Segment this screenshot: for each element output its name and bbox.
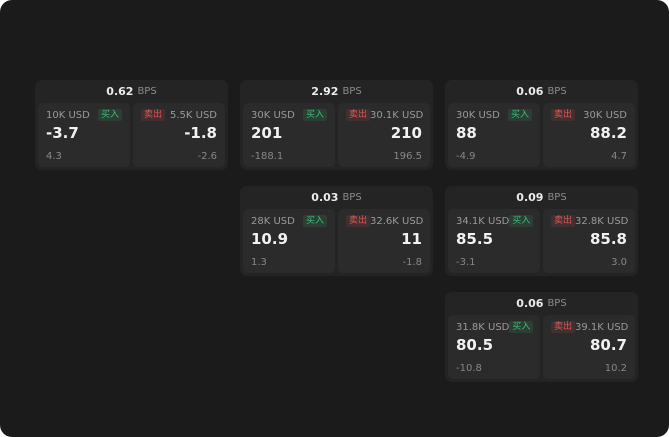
bps-label: BPS	[342, 192, 362, 203]
buy-price: 85.5	[456, 230, 494, 248]
sell-panel[interactable]: 卖出 32.8K USD 85.8 3.0	[543, 209, 635, 273]
buy-panel[interactable]: 34.1K USD 买入 85.5 -3.1	[448, 209, 540, 273]
buy-panel[interactable]: 30K USD 买入 201 -188.1	[243, 103, 335, 167]
sell-sub-value: 196.5	[393, 151, 422, 162]
buy-badge: 买入	[507, 109, 532, 121]
sell-panel[interactable]: 卖出 30.1K USD 210 196.5	[338, 103, 430, 167]
buy-sub-value: -3.1	[456, 257, 476, 268]
bps-value: 0.06	[516, 297, 544, 310]
buy-sub-value: 4.3	[46, 151, 62, 162]
sell-sub-value: -2.6	[197, 151, 217, 162]
quote-card: 0.09 BPS 34.1K USD 买入 85.5 -3.1 卖出 32.8K…	[445, 186, 638, 276]
bps-header: 0.09 BPS	[448, 186, 635, 209]
buy-price: 10.9	[251, 230, 289, 248]
bps-header: 0.06 BPS	[448, 292, 635, 315]
sell-price: 85.8	[589, 230, 627, 248]
buy-amount: 28K USD	[251, 215, 295, 227]
buy-badge: 买入	[97, 109, 122, 121]
bps-header: 0.62 BPS	[38, 80, 225, 103]
quote-card: 0.62 BPS 10K USD 买入 -3.7 4.3 卖出 5.5K USD	[35, 80, 228, 170]
buy-badge: 买入	[509, 321, 534, 333]
sell-panel[interactable]: 卖出 30K USD 88.2 4.7	[543, 103, 635, 167]
sell-amount: 5.5K USD	[169, 109, 217, 121]
sell-price: 210	[390, 124, 422, 142]
sell-badge: 卖出	[551, 321, 576, 333]
buy-sub-value: -188.1	[251, 151, 284, 162]
sell-amount: 30K USD	[583, 109, 627, 121]
bps-value: 0.06	[516, 85, 544, 98]
bps-value: 0.03	[311, 191, 339, 204]
sell-sub-value: 4.7	[611, 151, 627, 162]
quote-card: 0.03 BPS 28K USD 买入 10.9 1.3 卖出 32.6K US…	[240, 186, 433, 276]
bps-label: BPS	[547, 86, 567, 97]
bps-value: 0.09	[516, 191, 544, 204]
buy-amount: 10K USD	[46, 109, 90, 121]
sell-amount: 30.1K USD	[370, 109, 424, 121]
sell-badge: 卖出	[346, 215, 371, 227]
quote-card-grid: 0.62 BPS 10K USD 买入 -3.7 4.3 卖出 5.5K USD	[35, 80, 638, 382]
sell-panel[interactable]: 卖出 32.6K USD 11 -1.8	[338, 209, 430, 273]
buy-amount: 30K USD	[456, 109, 500, 121]
sell-badge: 卖出	[141, 109, 166, 121]
sell-amount: 32.8K USD	[575, 215, 629, 227]
bps-value: 2.92	[311, 85, 339, 98]
buy-amount: 30K USD	[251, 109, 295, 121]
buy-panel[interactable]: 10K USD 买入 -3.7 4.3	[38, 103, 130, 167]
buy-badge: 买入	[302, 109, 327, 121]
sell-sub-value: 3.0	[611, 257, 627, 268]
sell-amount: 32.6K USD	[370, 215, 424, 227]
bps-header: 0.06 BPS	[448, 80, 635, 103]
bps-label: BPS	[547, 298, 567, 309]
sell-badge: 卖出	[346, 109, 371, 121]
bps-label: BPS	[342, 86, 362, 97]
bps-label: BPS	[137, 86, 157, 97]
buy-panel[interactable]: 30K USD 买入 88 -4.9	[448, 103, 540, 167]
buy-price: 88	[456, 124, 477, 142]
sell-panel[interactable]: 卖出 5.5K USD -1.8 -2.6	[133, 103, 225, 167]
buy-sub-value: -4.9	[456, 151, 476, 162]
buy-panel[interactable]: 31.8K USD 买入 80.5 -10.8	[448, 315, 540, 379]
bps-header: 0.03 BPS	[243, 186, 430, 209]
buy-sub-value: 1.3	[251, 257, 267, 268]
buy-amount: 31.8K USD	[456, 321, 510, 333]
sell-price: 80.7	[589, 336, 627, 354]
sell-price: -1.8	[184, 124, 217, 142]
buy-badge: 买入	[509, 215, 534, 227]
buy-amount: 34.1K USD	[456, 215, 510, 227]
bps-header: 2.92 BPS	[243, 80, 430, 103]
buy-price: -3.7	[46, 124, 79, 142]
quote-card: 0.06 BPS 31.8K USD 买入 80.5 -10.8 卖出 39.1…	[445, 292, 638, 382]
quote-card: 0.06 BPS 30K USD 买入 88 -4.9 卖出 30K USD	[445, 80, 638, 170]
quote-card: 2.92 BPS 30K USD 买入 201 -188.1 卖出 30.1K …	[240, 80, 433, 170]
sell-sub-value: 10.2	[604, 363, 627, 374]
bps-value: 0.62	[106, 85, 134, 98]
buy-panel[interactable]: 28K USD 买入 10.9 1.3	[243, 209, 335, 273]
buy-price: 80.5	[456, 336, 494, 354]
sell-price: 88.2	[589, 124, 627, 142]
buy-price: 201	[251, 124, 283, 142]
sell-sub-value: -1.8	[402, 257, 422, 268]
buy-badge: 买入	[302, 215, 327, 227]
bps-label: BPS	[547, 192, 567, 203]
sell-amount: 39.1K USD	[575, 321, 629, 333]
sell-badge: 卖出	[551, 215, 576, 227]
buy-sub-value: -10.8	[456, 363, 482, 374]
sell-price: 11	[401, 230, 422, 248]
sell-badge: 卖出	[551, 109, 576, 121]
sell-panel[interactable]: 卖出 39.1K USD 80.7 10.2	[543, 315, 635, 379]
